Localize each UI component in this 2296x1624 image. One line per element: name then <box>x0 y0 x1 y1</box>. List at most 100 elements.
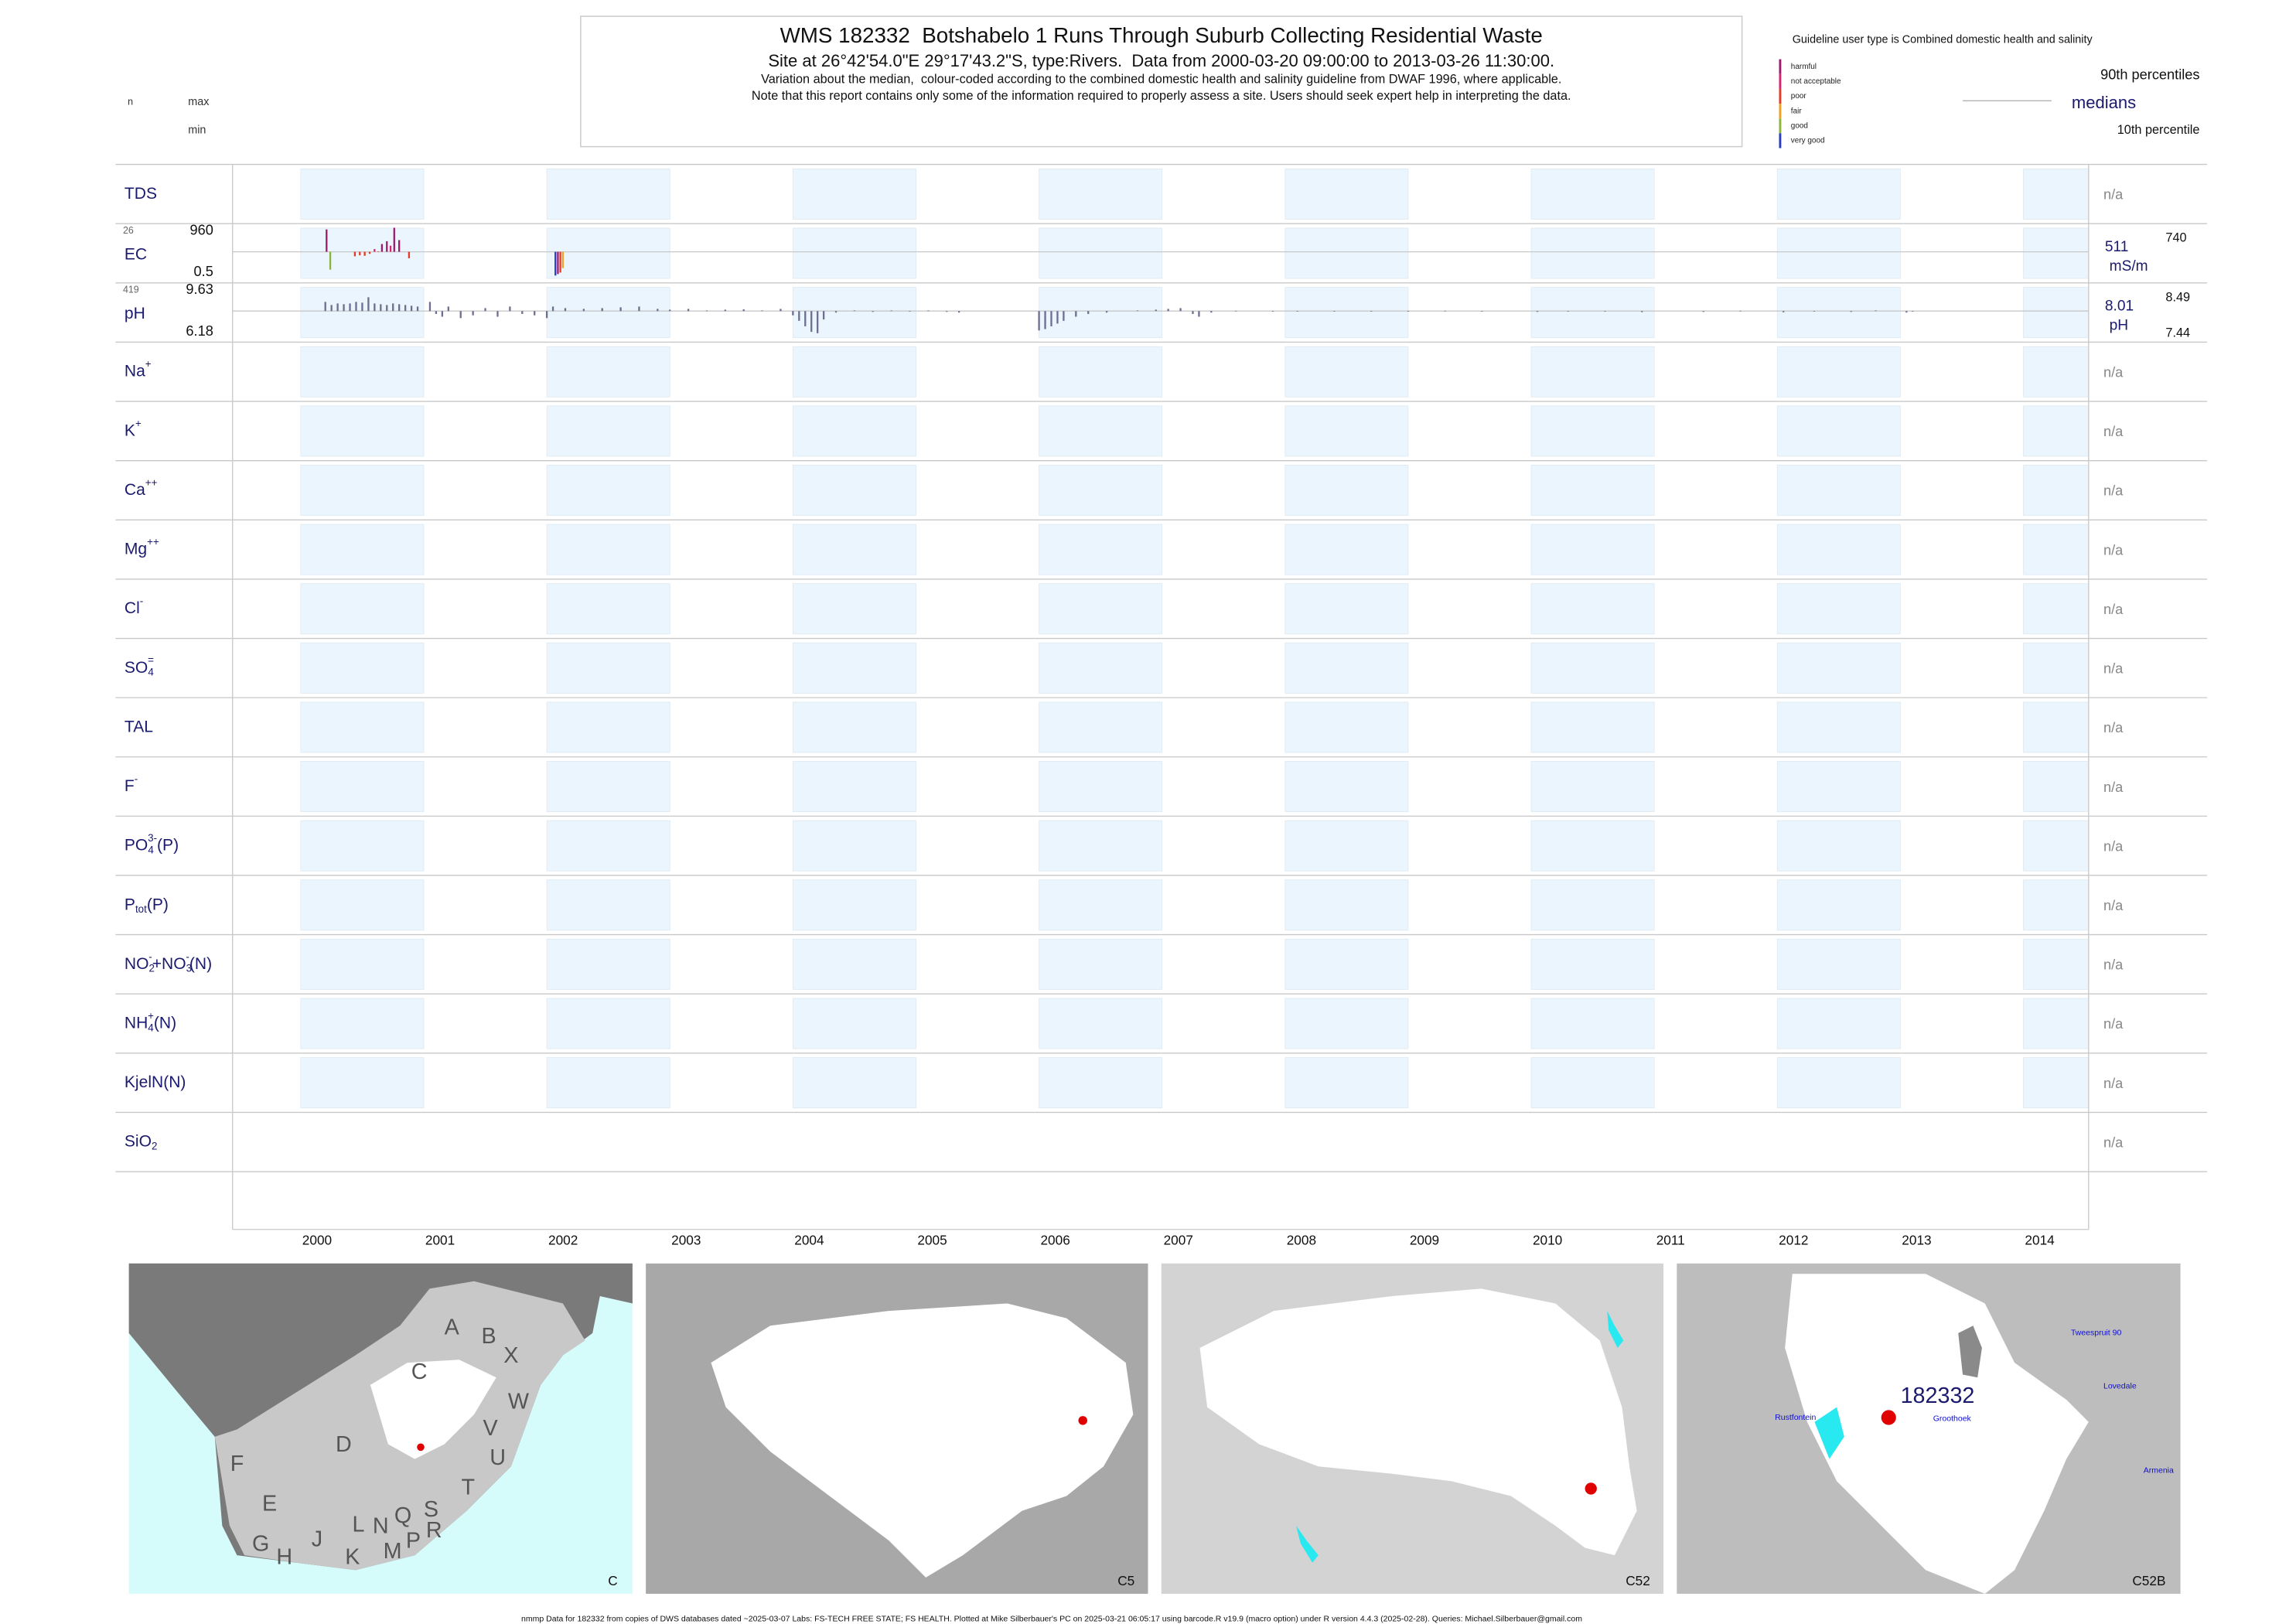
place-name: Tweespruit 90 <box>2071 1329 2122 1338</box>
year-band <box>2023 998 2090 1049</box>
data-bar <box>349 303 351 312</box>
x-tick-label: 2003 <box>671 1233 701 1248</box>
data-bar <box>521 311 524 314</box>
data-bar <box>798 311 800 321</box>
year-band <box>792 227 916 279</box>
data-bar <box>1167 309 1169 312</box>
label-part: + <box>135 417 142 428</box>
label-part: SO <box>125 658 148 676</box>
data-bar <box>551 306 554 312</box>
data-bar <box>1813 311 1816 312</box>
year-band <box>2023 583 2090 635</box>
year-band <box>2023 287 2090 339</box>
data-bar <box>909 311 911 312</box>
year-band <box>1530 642 1655 694</box>
year-band <box>1039 998 1163 1049</box>
place-name: Groothoek <box>1933 1414 1972 1424</box>
year-band <box>1039 346 1163 397</box>
year-band <box>300 168 425 220</box>
year-band <box>1284 583 1409 635</box>
row-value: n/a <box>2103 424 2124 439</box>
max-header: max <box>188 96 210 108</box>
year-band <box>1284 287 1409 339</box>
year-band <box>1530 938 1655 990</box>
label-part: - <box>148 950 152 962</box>
legend-swatch <box>1779 133 1782 148</box>
year-band <box>1039 583 1163 635</box>
label-part: - <box>186 950 189 962</box>
legend-p90: 90th percentiles <box>2100 67 2199 82</box>
legend-median: medians <box>2072 93 2136 112</box>
year-band <box>546 642 670 694</box>
data-bar <box>545 311 548 319</box>
year-band <box>792 701 916 753</box>
year-band <box>1530 820 1655 872</box>
data-bar <box>1407 311 1410 312</box>
year-band <box>2023 701 2090 753</box>
x-tick-label: 2006 <box>1040 1233 1070 1248</box>
year-band <box>546 287 670 339</box>
data-bar <box>1481 311 1483 312</box>
year-band <box>300 701 425 753</box>
data-bar <box>393 227 395 252</box>
year-band <box>2023 168 2090 220</box>
year-band <box>2023 820 2090 872</box>
data-bar <box>1044 311 1046 329</box>
legend-title: Guideline user type is Combined domestic… <box>1793 34 2093 46</box>
row-value: n/a <box>2103 780 2124 795</box>
map-label: C52B <box>2132 1573 2165 1588</box>
year-band <box>1039 168 1163 220</box>
n-count: 419 <box>123 285 139 295</box>
data-bar <box>1136 310 1139 312</box>
year-band <box>792 465 916 516</box>
year-band <box>1776 938 1901 990</box>
year-band <box>1530 1057 1655 1109</box>
data-bar <box>1875 310 1877 312</box>
year-band <box>2023 761 2090 812</box>
data-bar <box>761 310 763 312</box>
data-bar <box>410 305 413 312</box>
data-bar <box>496 311 499 317</box>
n-count: 26 <box>123 225 134 236</box>
drainage-region: N <box>373 1513 389 1538</box>
data-bar <box>822 311 825 320</box>
place-name: Rustfontein <box>1775 1413 1816 1422</box>
row-value: n/a <box>2103 1016 2124 1032</box>
data-bar <box>780 309 782 312</box>
year-band <box>300 998 425 1049</box>
label-part: 2 <box>148 962 154 974</box>
note: Variation about the median, colour-coded… <box>761 73 1561 87</box>
legend-class: poor <box>1791 92 1807 101</box>
drainage-region: X <box>503 1343 518 1368</box>
year-band <box>1530 701 1655 753</box>
x-tick-label: 2007 <box>1164 1233 1193 1248</box>
unit: pH <box>2110 317 2128 333</box>
drainage-region: W <box>508 1389 530 1414</box>
year-band <box>546 998 670 1049</box>
drainage-region: P <box>406 1528 421 1553</box>
label-part: Ca <box>125 481 145 499</box>
drainage-region: Q <box>394 1503 411 1528</box>
label-part: P <box>125 896 135 913</box>
label-part: ++ <box>145 476 158 488</box>
year-band <box>1039 287 1163 339</box>
data-bar <box>1739 310 1742 312</box>
label-part: EC <box>125 245 147 263</box>
data-bar <box>484 308 486 312</box>
row-value: n/a <box>2103 1076 2124 1091</box>
year-band <box>1776 998 1901 1049</box>
unit: mS/m <box>2110 258 2148 275</box>
drainage-region: V <box>483 1416 498 1441</box>
year-band <box>300 465 425 516</box>
year-band <box>792 583 916 635</box>
year-band <box>1776 168 1901 220</box>
x-tick-label: 2012 <box>1779 1233 1808 1248</box>
year-band <box>1284 761 1409 812</box>
year-band <box>1284 938 1409 990</box>
data-bar <box>1210 311 1213 313</box>
data-bar <box>1333 311 1336 312</box>
year-band <box>546 1057 670 1109</box>
data-bar <box>1604 311 1606 312</box>
year-band <box>1530 761 1655 812</box>
year-band <box>1284 465 1409 516</box>
